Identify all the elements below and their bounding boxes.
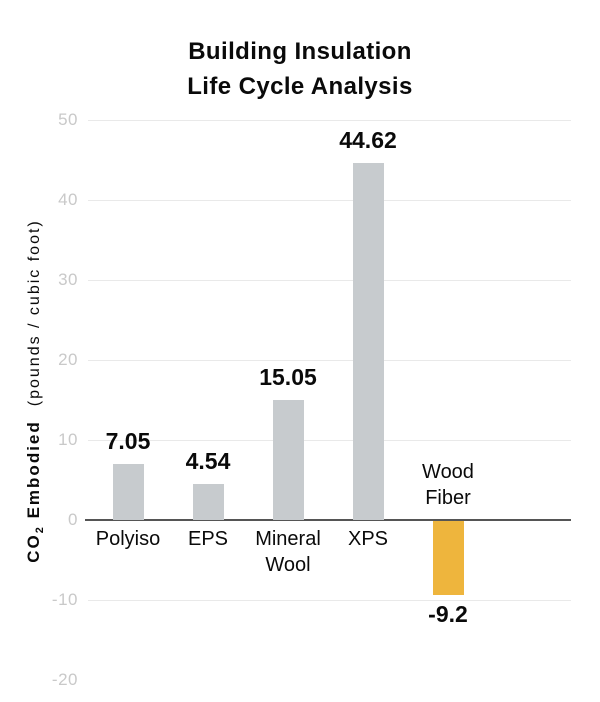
bar-xps [352, 163, 384, 520]
value-label-mineral-wool: 15.05 [259, 363, 317, 390]
gridline-10 [88, 440, 571, 441]
chart-title-line1: Building Insulation [188, 38, 412, 65]
y-tick-label-50: 50 [58, 110, 78, 129]
value-label-xps: 44.62 [339, 127, 397, 154]
y-axis-title-units: (pounds / cubic foot) [26, 219, 43, 407]
category-label-line: Fiber [425, 486, 471, 509]
y-tick-label-0: 0 [68, 510, 78, 529]
y-tick-label-40: 40 [58, 190, 78, 209]
y-tick-label--10: -10 [51, 590, 78, 609]
category-label-xps: XPS [303, 527, 433, 553]
category-label-line: Wood [422, 461, 474, 483]
category-label-line: XPS [347, 528, 389, 550]
bar-eps [192, 483, 224, 520]
chart-title: Building Insulation Life Cycle Analysis [0, 34, 600, 104]
gridline-20 [88, 360, 571, 361]
gridline-40 [88, 200, 571, 201]
value-label-wood-fiber: -9.2 [428, 600, 468, 627]
bar-mineral-wool [272, 399, 304, 520]
x-axis-zero-line [85, 519, 571, 521]
gridline-50 [88, 120, 571, 121]
category-label-mineral-wool: Mineral Wool [223, 527, 353, 578]
category-label-line: Wool [265, 553, 311, 576]
chart-title-line2: Life Cycle Analysis [187, 73, 413, 100]
category-label-eps: EPS [143, 527, 273, 553]
category-label-line: EPS [187, 528, 229, 550]
y-tick-label-30: 30 [58, 270, 78, 289]
y-tick-label-20: 20 [58, 350, 78, 369]
gridline-30 [88, 280, 571, 281]
category-label-polyiso: Polyiso [63, 527, 193, 553]
gridline--10 [88, 600, 571, 601]
y-tick-label-10: 10 [58, 430, 78, 449]
value-label-eps: 4.54 [185, 447, 231, 474]
y-axis-title-bold-prefix: CO [24, 533, 43, 563]
y-tick-label--20: -20 [51, 670, 78, 689]
value-label-polyiso: 7.05 [105, 427, 151, 454]
category-label-line: Mineral [255, 528, 321, 550]
bar-wood-fiber [432, 521, 464, 595]
y-axis-title: CO2 Embodied(pounds / cubic foot) [24, 179, 48, 603]
category-label-wood-fiber: Wood Fiber [383, 460, 513, 511]
bar-polyiso [112, 463, 144, 520]
category-label-line: Polyiso [95, 528, 161, 550]
